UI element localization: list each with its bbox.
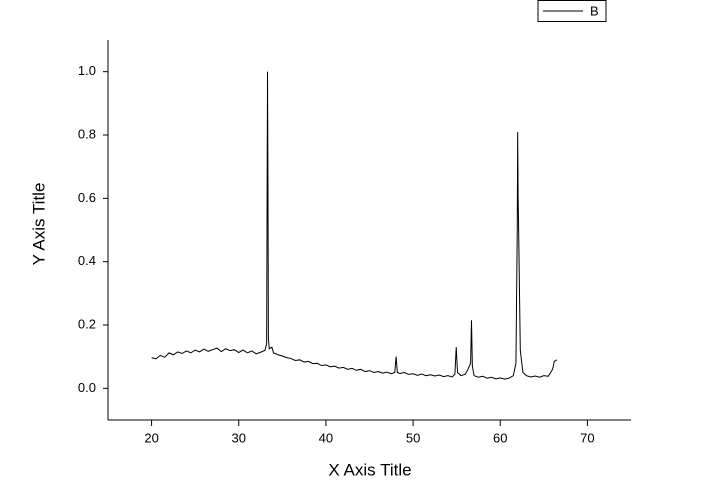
x-axis-title: X Axis Title	[328, 460, 411, 479]
y-tick-label: 0.8	[78, 126, 96, 141]
y-tick-label: 0.6	[78, 190, 96, 205]
x-tick-label: 40	[319, 430, 333, 445]
y-tick-label: 0.0	[78, 380, 96, 395]
data-line	[151, 71, 558, 380]
x-tick-label: 70	[580, 430, 594, 445]
x-tick-label: 50	[406, 430, 420, 445]
y-tick-label: 1.0	[78, 63, 96, 78]
x-tick-label: 20	[144, 430, 158, 445]
legend-label: B	[590, 3, 599, 18]
y-tick-label: 0.2	[78, 316, 96, 331]
x-tick-label: 60	[493, 430, 507, 445]
y-axis-title: Y Axis Title	[29, 183, 48, 266]
x-tick-label: 30	[232, 430, 246, 445]
y-tick-label: 0.4	[78, 253, 96, 268]
